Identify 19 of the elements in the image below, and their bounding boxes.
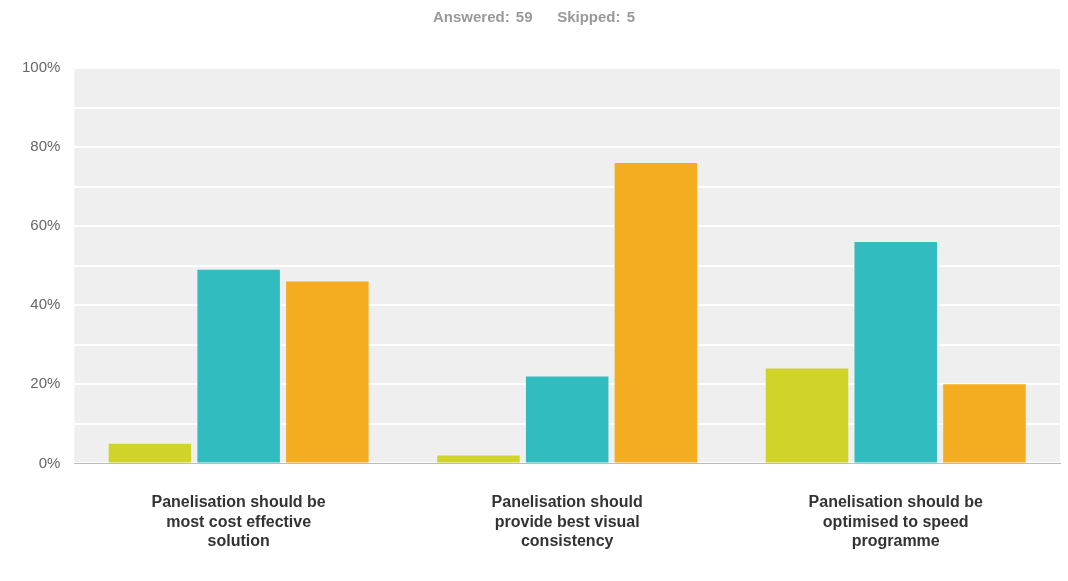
x-tick-label: Panelisation should provide best visual consistency xyxy=(491,493,643,549)
chart-title: Answered: 59 Skipped: 5 xyxy=(431,8,637,25)
bar xyxy=(437,455,520,463)
bar xyxy=(765,368,849,463)
y-tick-label: 40% xyxy=(30,295,61,313)
y-tick-label: 80% xyxy=(30,137,61,155)
y-tick-label: 20% xyxy=(30,374,61,392)
y-tick-label: 60% xyxy=(30,216,61,234)
bar xyxy=(525,376,609,463)
y-tick-label: 100% xyxy=(21,58,61,76)
bar xyxy=(197,269,280,463)
x-tick-label: Panelisation should be most cost effective solution xyxy=(151,493,326,549)
y-tick-label: 0% xyxy=(38,453,61,471)
bar xyxy=(854,241,937,463)
bar xyxy=(286,281,369,463)
bar xyxy=(614,162,698,463)
bar xyxy=(943,384,1026,463)
x-tick-label: Panelisation should be optimised to speed programme xyxy=(808,493,983,549)
bar xyxy=(108,443,192,463)
